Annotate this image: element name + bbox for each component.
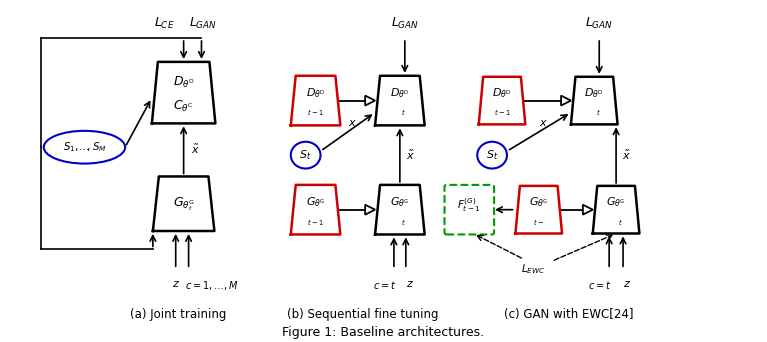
Ellipse shape xyxy=(44,131,125,163)
Text: $c=t$: $c=t$ xyxy=(588,279,611,291)
Polygon shape xyxy=(291,76,341,126)
Text: $c=t$: $c=t$ xyxy=(374,279,397,291)
Text: $\tilde{x}$: $\tilde{x}$ xyxy=(190,143,199,157)
Text: $C_{\theta^{\mathrm{C}}}$: $C_{\theta^{\mathrm{C}}}$ xyxy=(173,99,194,114)
Text: $D_{\theta^{\mathrm{D}}}$: $D_{\theta^{\mathrm{D}}}$ xyxy=(492,86,512,100)
Polygon shape xyxy=(583,205,593,215)
Polygon shape xyxy=(593,186,640,234)
Polygon shape xyxy=(375,76,425,126)
Text: $F^{(G)}_{t-1}$: $F^{(G)}_{t-1}$ xyxy=(457,196,481,214)
Text: $_{t-1}$: $_{t-1}$ xyxy=(494,108,510,118)
Ellipse shape xyxy=(291,142,321,169)
Text: $x$: $x$ xyxy=(348,118,357,128)
Text: $_{t-}$: $_{t-}$ xyxy=(533,218,545,227)
Text: $z$: $z$ xyxy=(406,279,414,289)
Text: $z$: $z$ xyxy=(623,279,631,289)
Text: $S_1,\!\ldots\!,S_M$: $S_1,\!\ldots\!,S_M$ xyxy=(63,140,107,154)
Text: $_{t-1}$: $_{t-1}$ xyxy=(307,108,324,118)
Text: $S_t$: $S_t$ xyxy=(486,148,499,162)
Text: $_t$: $_t$ xyxy=(401,108,407,118)
Text: $\tilde{x}$: $\tilde{x}$ xyxy=(406,148,415,162)
Text: $S_t$: $S_t$ xyxy=(299,148,312,162)
Text: $c=1,\ldots,M$: $c=1,\ldots,M$ xyxy=(185,279,238,292)
Polygon shape xyxy=(152,62,216,123)
Polygon shape xyxy=(153,176,215,231)
Text: $\tilde{x}$: $\tilde{x}$ xyxy=(622,148,631,162)
Text: $_{t-1}$: $_{t-1}$ xyxy=(307,218,324,227)
Polygon shape xyxy=(375,185,425,235)
Polygon shape xyxy=(561,96,571,106)
Text: $L_{EWC}$: $L_{EWC}$ xyxy=(522,262,546,276)
Text: $x$: $x$ xyxy=(538,118,548,128)
Text: $L_{GAN}$: $L_{GAN}$ xyxy=(585,16,614,31)
Text: Figure 1: Baseline architectures.: Figure 1: Baseline architectures. xyxy=(282,326,485,339)
Text: (c) GAN with EWC[24]: (c) GAN with EWC[24] xyxy=(504,308,634,321)
Polygon shape xyxy=(365,96,375,106)
Text: $G_{\theta^{\mathrm{G}}}$: $G_{\theta^{\mathrm{G}}}$ xyxy=(306,195,325,209)
Text: $G_{\theta^{\mathrm{G}}}$: $G_{\theta^{\mathrm{G}}}$ xyxy=(390,195,410,209)
Text: $G_{\theta^{\mathrm{G}}}$: $G_{\theta^{\mathrm{G}}}$ xyxy=(529,195,548,209)
Polygon shape xyxy=(515,186,562,234)
Text: $D_{\theta^{\mathrm{D}}}$: $D_{\theta^{\mathrm{D}}}$ xyxy=(584,86,604,100)
Text: $_t$: $_t$ xyxy=(596,108,601,118)
Text: $D_{\theta^{\mathrm{D}}}$: $D_{\theta^{\mathrm{D}}}$ xyxy=(306,86,325,100)
Text: $G_{\theta^{\mathrm{G}}_t}$: $G_{\theta^{\mathrm{G}}_t}$ xyxy=(173,195,195,212)
Text: $L_{CE}$: $L_{CE}$ xyxy=(154,16,174,31)
Polygon shape xyxy=(365,205,375,215)
Text: $_t$: $_t$ xyxy=(401,218,407,227)
Polygon shape xyxy=(571,77,617,124)
Polygon shape xyxy=(291,185,341,235)
Text: $D_{\theta^{\mathrm{D}}}$: $D_{\theta^{\mathrm{D}}}$ xyxy=(173,75,195,90)
Text: (b) Sequential fine tuning: (b) Sequential fine tuning xyxy=(287,308,439,321)
Text: $_t$: $_t$ xyxy=(617,218,623,227)
Text: $z$: $z$ xyxy=(172,279,179,289)
Text: $L_{GAN}$: $L_{GAN}$ xyxy=(189,16,216,31)
Text: $G_{\theta^{\mathrm{G}}}$: $G_{\theta^{\mathrm{G}}}$ xyxy=(606,195,626,209)
Polygon shape xyxy=(479,77,525,124)
FancyBboxPatch shape xyxy=(445,185,494,235)
Text: (a) Joint training: (a) Joint training xyxy=(130,308,227,321)
Text: $L_{GAN}$: $L_{GAN}$ xyxy=(391,16,419,31)
Text: $D_{\theta^{\mathrm{D}}}$: $D_{\theta^{\mathrm{D}}}$ xyxy=(390,86,410,100)
Ellipse shape xyxy=(477,142,507,169)
